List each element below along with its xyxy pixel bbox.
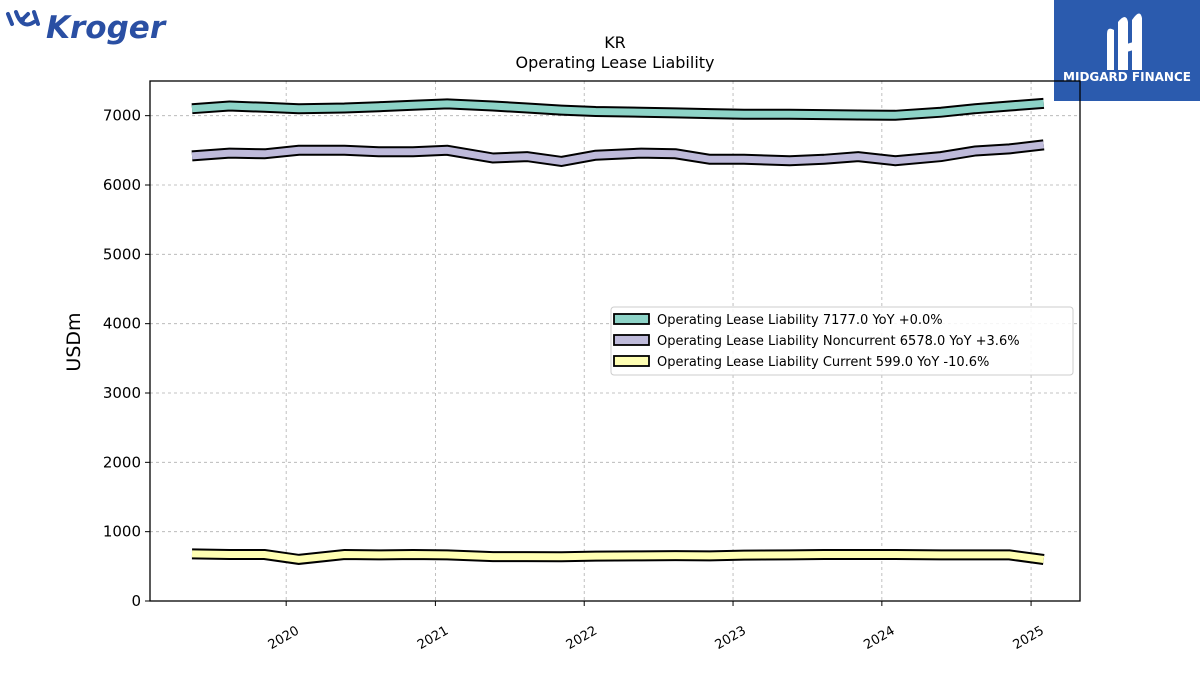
y-tick-label: 5000 bbox=[103, 245, 141, 263]
x-axis: 2020 2021 2022 2023 2024 2025 bbox=[266, 601, 1047, 653]
kroger-logo-text: Kroger bbox=[46, 10, 167, 46]
legend-label-1: Operating Lease Liability Noncurrent 657… bbox=[657, 334, 1020, 349]
y-tick-label: 2000 bbox=[103, 453, 141, 471]
midgard-logo-icon bbox=[1107, 13, 1142, 71]
x-tick-label: 2022 bbox=[564, 623, 600, 653]
x-tick-label: 2020 bbox=[266, 623, 302, 653]
y-tick-label: 7000 bbox=[103, 107, 141, 125]
y-axis-label: USDm bbox=[63, 312, 85, 371]
legend-swatch-1 bbox=[613, 334, 650, 346]
legend-box bbox=[610, 306, 1074, 376]
kroger-logo: Kroger bbox=[6, 10, 167, 46]
legend-label-0: Operating Lease Liability 7177.0 YoY +0.… bbox=[657, 313, 943, 328]
chart-subtitle: Operating Lease Liability bbox=[515, 53, 714, 72]
kroger-logo-icon bbox=[6, 10, 40, 27]
legend: Operating Lease Liability 7177.0 YoY +0.… bbox=[610, 306, 1074, 376]
y-tick-label: 1000 bbox=[103, 523, 141, 541]
series-line-1 bbox=[191, 141, 1045, 165]
y-tick-label: 3000 bbox=[103, 384, 141, 402]
series-layer bbox=[191, 97, 1045, 565]
midgard-finance-logo: MIDGARD FINANCE bbox=[1054, 0, 1200, 101]
x-tick-label: 2021 bbox=[415, 623, 451, 653]
plot-frame bbox=[149, 80, 1081, 602]
series-line-2 bbox=[191, 550, 1045, 563]
y-tick-label: 0 bbox=[131, 592, 141, 610]
legend-label-2: Operating Lease Liability Current 599.0 … bbox=[657, 355, 989, 370]
y-tick-label: 4000 bbox=[103, 315, 141, 333]
chart-title: KR bbox=[604, 33, 626, 52]
y-axis: 0 1000 2000 3000 4000 5000 6000 7000 bbox=[103, 107, 150, 610]
y-tick-label: 6000 bbox=[103, 176, 141, 194]
x-tick-label: 2025 bbox=[1011, 623, 1047, 653]
midgard-logo-text: MIDGARD FINANCE bbox=[1063, 70, 1191, 84]
x-tick-label: 2024 bbox=[861, 623, 897, 653]
legend-swatch-0 bbox=[613, 313, 650, 325]
legend-swatch-2 bbox=[613, 355, 650, 367]
series-line-0 bbox=[191, 99, 1044, 119]
x-tick-label: 2023 bbox=[713, 623, 749, 653]
